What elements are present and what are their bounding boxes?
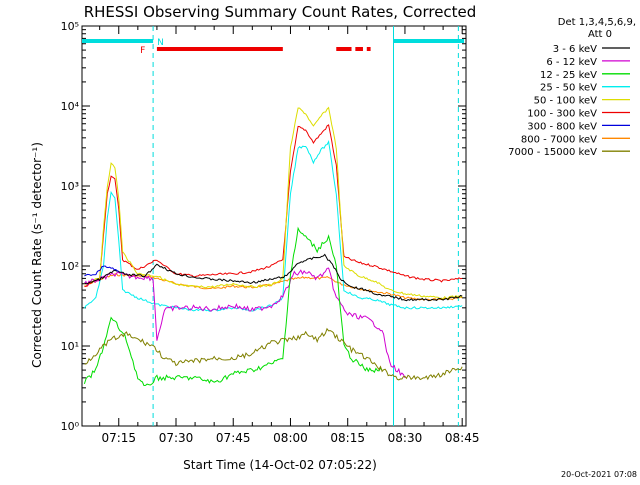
series-line <box>83 139 463 312</box>
series-line <box>84 106 463 300</box>
chart-title: RHESSI Observing Summary Count Rates, Co… <box>84 3 477 21</box>
legend-label: 300 - 800 keV <box>527 121 597 132</box>
series-line <box>83 226 383 387</box>
legend-label: 12 - 25 keV <box>540 70 597 81</box>
series-line <box>84 273 463 302</box>
y-tick-label: 10³ <box>61 180 79 193</box>
legend-label: 25 - 50 keV <box>540 83 597 94</box>
plot-area <box>81 25 467 427</box>
x-tick-label: 08:15 <box>330 431 365 445</box>
legend-label: 3 - 6 keV <box>553 44 597 55</box>
plot-frame <box>81 25 467 427</box>
x-axis: 07:15 07:30 07:45 08:00 08:15 08:30 08:45 <box>99 26 480 445</box>
legend-label: 100 - 300 keV <box>527 109 597 120</box>
x-tick-label: 08:00 <box>273 431 308 445</box>
legend-label: 6 - 12 keV <box>546 57 597 68</box>
legend-label: 7000 - 15000 keV <box>508 147 597 158</box>
y-tick-label: 10⁰ <box>61 420 80 433</box>
series-line <box>84 253 463 302</box>
series-line <box>84 124 463 287</box>
legend-header-line-1: Det 1,3,4,5,6,9, <box>558 17 636 28</box>
series-line <box>84 327 463 381</box>
x-axis-label: Start Time (14-Oct-02 07:05:22) <box>183 458 377 472</box>
x-tick-label: 07:45 <box>216 431 251 445</box>
y-tick-label: 10¹ <box>61 340 79 353</box>
legend-label: 50 - 100 keV <box>534 96 598 107</box>
footer-timestamp: 20-Oct-2021 07:08 <box>561 470 637 479</box>
series-line <box>84 265 120 277</box>
legend: Det 1,3,4,5,6,9, Att 0 3 - 6 keV 6 - 12 k… <box>508 17 636 158</box>
series-line <box>83 267 406 379</box>
x-tick-label: 07:30 <box>159 431 194 445</box>
x-tick-label: 08:30 <box>388 431 423 445</box>
legend-header-line-2: Att 0 <box>588 29 612 40</box>
y-axis-label: Corrected Count Rate (s⁻¹ detector⁻¹) <box>30 142 44 368</box>
observation-bars: NF <box>82 26 465 426</box>
legend-label: 800 - 7000 keV <box>521 134 597 145</box>
y-tick-label: 10⁴ <box>61 100 80 113</box>
flare-bar-marker: F <box>140 46 145 56</box>
y-tick-label: 10⁵ <box>61 20 79 33</box>
y-axis: 10⁰ 10¹ 10² 10³ 10⁴ 10⁵ <box>61 20 466 433</box>
y-tick-label: 10² <box>61 260 79 273</box>
x-tick-label: 08:45 <box>445 431 480 445</box>
attenuator-bar-marker: N <box>157 38 164 48</box>
series-lines <box>83 106 463 387</box>
x-tick-label: 07:15 <box>101 431 136 445</box>
